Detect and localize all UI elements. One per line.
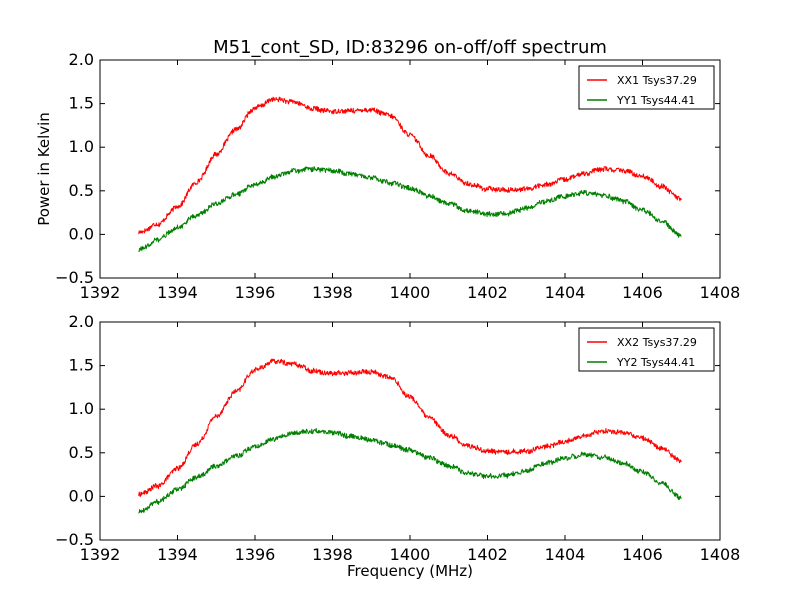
legend-label-2-1: XX2 Tsys37.29 [617,336,697,349]
y-tick-label-2-3: 0.5 [69,443,94,462]
y-tick-label-1-6: 2.0 [69,50,94,69]
legend-label-2-2: YY2 Tsys44.41 [616,356,695,369]
x-tick-label-1-2: 1394 [157,283,198,302]
x-tick-label-2-5: 1400 [390,545,431,564]
y-tick-label-2-5: 1.5 [69,356,94,375]
x-tick-label-2-2: 1394 [157,545,198,564]
y-tick-label-1-1: −0.5 [55,268,94,287]
x-tick-label-1-4: 1398 [312,283,353,302]
x-axis-label: Frequency (MHz) [347,562,473,580]
x-tick-label-1-7: 1404 [545,283,586,302]
x-tick-label-1-1: 1392 [80,283,121,302]
y-tick-label-1-3: 0.5 [69,181,94,200]
legend-box-1 [578,65,715,110]
x-tick-label-2-7: 1404 [545,545,586,564]
x-tick-label-2-6: 1402 [467,545,508,564]
series-line-2-1 [138,358,682,497]
y-axis-label: Power in Kelvin [35,112,53,226]
series-line-2-2 [138,427,682,514]
bottom-spectrum-panel: 1392 1394 1396 1398 1400 1402 1404 1406 1408 −0.5… [55,312,740,564]
x-tick-label-2-4: 1398 [312,545,353,564]
y-tick-label-2-2: 0.0 [69,486,94,505]
y-tick-label-1-5: 1.5 [69,94,94,113]
top-spectrum-panel: 1392 1394 1396 1398 1400 1402 1404 1406 1408 −0.5… [55,50,740,302]
x-tick-label-1-6: 1402 [467,283,508,302]
x-tick-label-1-3: 1396 [235,283,276,302]
x-tick-label-2-3: 1396 [235,545,276,564]
series-line-1-1 [138,96,682,235]
x-tick-label-2-9: 1408 [700,545,741,564]
x-tick-label-2-8: 1406 [622,545,663,564]
figure-title: M51_cont_SD, ID:83296 on-off/off spectru… [213,37,607,58]
x-tick-label-1-9: 1408 [700,283,741,302]
y-tick-label-2-4: 1.0 [69,399,94,418]
legend-label-1-1: XX1 Tsys37.29 [617,74,697,87]
y-tick-label-1-4: 1.0 [69,137,94,156]
y-tick-label-2-1: −0.5 [55,530,94,549]
legend-label-1-2: YY1 Tsys44.41 [616,94,695,107]
legend-box-2 [578,327,715,372]
x-tick-label-1-8: 1406 [622,283,663,302]
x-tick-label-1-5: 1400 [390,283,431,302]
y-tick-label-2-6: 2.0 [69,312,94,331]
x-tick-label-2-1: 1392 [80,545,121,564]
y-tick-label-1-2: 0.0 [69,224,94,243]
series-line-1-2 [138,166,682,252]
